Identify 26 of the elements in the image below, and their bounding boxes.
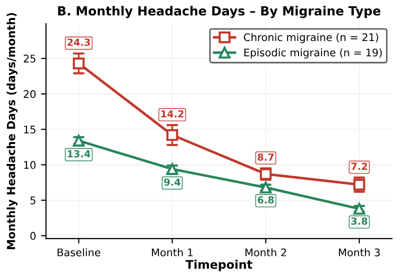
y-tick-label: 10	[24, 161, 36, 169]
x-tick-label: Month 1	[152, 248, 193, 256]
legend-label: Episodic migraine (n = 19)	[244, 48, 382, 58]
data-label: 9.4	[164, 178, 180, 186]
data-label: 8.7	[258, 153, 274, 161]
point	[166, 129, 178, 141]
x-axis-title: Timepoint	[186, 260, 252, 272]
chart-title: B. Monthly Headache Days – By Migraine Type	[58, 6, 380, 18]
x-tick-label: Baseline	[58, 248, 100, 256]
data-label: 7.2	[351, 162, 368, 170]
y-tick-label: 20	[24, 90, 36, 98]
y-tick-label: 0	[30, 232, 36, 240]
data-label: 24.3	[68, 38, 90, 46]
y-tick-label: 25	[24, 54, 36, 63]
data-label: 6.8	[258, 196, 274, 204]
x-tick-label: Month 3	[339, 248, 380, 256]
point	[353, 202, 366, 215]
y-axis-title: Monthly Headache Days (days/month)	[6, 13, 18, 250]
point	[72, 58, 85, 70]
data-label: 14.2	[161, 110, 184, 118]
data-label: 3.8	[351, 217, 368, 225]
y-tick-label: 5	[30, 196, 36, 204]
data-label: 13.4	[68, 150, 90, 158]
y-tick-label: 15	[24, 126, 36, 134]
legend-label: Chronic migraine (n = 21)	[244, 33, 378, 44]
x-tick-label: Month 2	[245, 248, 286, 256]
